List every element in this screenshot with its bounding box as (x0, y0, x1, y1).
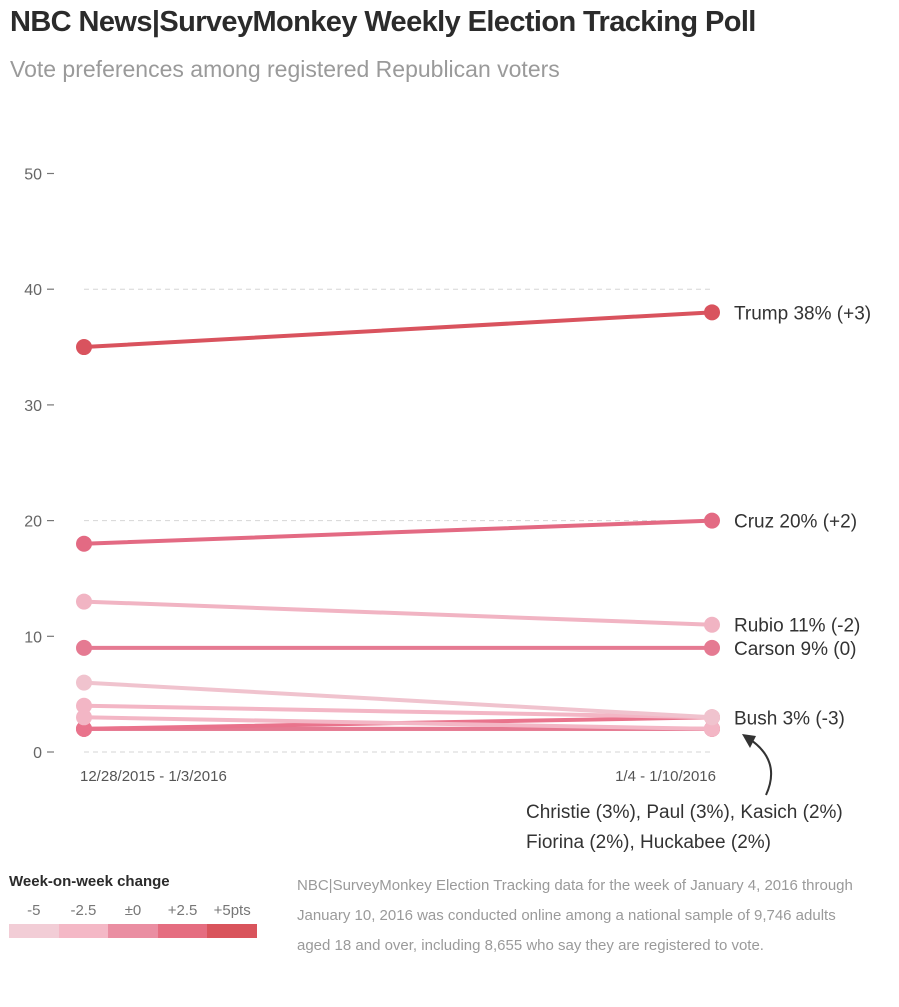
legend-label: -5 (27, 902, 41, 919)
data-point-fiorina-week2 (704, 720, 720, 737)
data-point-bush-week1 (76, 674, 92, 691)
data-point-christie-week1 (76, 697, 92, 714)
series-line-fiorina (82, 715, 714, 731)
data-point-rubio-week1 (76, 593, 92, 610)
x-axis: 12/28/2015 - 1/3/2016 1/4 - 1/10/2016 (80, 768, 716, 785)
annotation-line2: Fiorina (2%), Huckabee (2%) (526, 832, 771, 853)
chart-title: NBC News|SurveyMonkey Weekly Election Tr… (10, 6, 756, 38)
y-axis: 0 10 20 30 40 50 (24, 167, 54, 762)
source-note: NBC|SurveyMonkey Election Tracking data … (297, 877, 853, 954)
chart-subtitle: Vote preferences among registered Republ… (10, 56, 560, 82)
series-line-christie (82, 703, 714, 720)
y-tick-label: 20 (24, 514, 42, 531)
annotation-arrow (747, 737, 773, 796)
data-point-carson-week2 (704, 639, 720, 656)
annotation-line1: Christie (3%), Paul (3%), Kasich (2%) (526, 802, 843, 823)
gridlines (84, 288, 712, 753)
y-tick-label: 10 (24, 629, 42, 646)
x-tick-label-week1: 12/28/2015 - 1/3/2016 (80, 768, 227, 785)
data-point-trump-week2 (704, 304, 720, 321)
legend-label: +2.5 (167, 902, 198, 919)
data-point-fiorina-week1 (76, 709, 92, 726)
series-line-trump (82, 310, 714, 350)
series-line-bush (82, 680, 714, 720)
series-line-rubio (82, 599, 714, 627)
y-tick-label: 50 (24, 167, 42, 184)
legend: -5 -2.5 ±0 +2.5 +5pts (9, 902, 257, 938)
end-label-trump: Trump 38% (+3) (734, 303, 871, 324)
arrow-head-icon (742, 734, 756, 748)
y-tick-label: 40 (24, 282, 42, 299)
data-point-carson-week1 (76, 639, 92, 656)
end-label-rubio: Rubio 11% (-2) (734, 616, 860, 637)
data-point-cruz-week2 (704, 512, 720, 529)
legend-swatch (157, 924, 208, 938)
legend-label: -2.5 (70, 902, 97, 919)
y-tick-label: 30 (24, 398, 42, 415)
y-tick-label: 0 (33, 745, 42, 762)
data-point-paul-week1 (76, 720, 92, 737)
end-label-carson: Carson 9% (0) (734, 639, 857, 660)
series-line-cruz (82, 518, 714, 546)
legend-label: ±0 (124, 902, 142, 919)
legend-label: +5pts (213, 902, 251, 919)
data-point-trump-week1 (76, 339, 92, 356)
data-point-rubio-week2 (704, 616, 720, 633)
series-lines (76, 304, 720, 737)
legend-swatch (58, 924, 109, 938)
line-chart: 0 10 20 30 40 50 12/28/2015 - 1/3/2016 1/4 - … (24, 167, 871, 854)
end-label-bush: Bush 3% (-3) (734, 708, 845, 729)
x-tick-label-week2: 1/4 - 1/10/2016 (615, 768, 716, 785)
legend-swatch (9, 924, 59, 938)
legend-swatch (207, 924, 257, 938)
end-label-cruz: Cruz 20% (+2) (734, 512, 857, 533)
legend-title: Week-on-week change (9, 873, 170, 890)
data-point-bush-week2 (704, 709, 720, 726)
data-point-cruz-week1 (76, 535, 92, 552)
annotation: Christie (3%), Paul (3%), Kasich (2%) Fi… (526, 734, 843, 853)
legend-swatch (108, 924, 158, 938)
end-labels: Trump 38% (+3) Cruz 20% (+2) Rubio 11% (-2… (734, 303, 871, 729)
